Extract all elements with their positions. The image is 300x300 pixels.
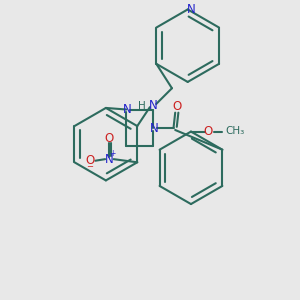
Text: N: N xyxy=(104,153,113,166)
Text: H: H xyxy=(138,100,146,111)
Text: N: N xyxy=(187,3,195,16)
Text: O: O xyxy=(104,131,113,145)
Text: N: N xyxy=(148,99,158,112)
Text: −: − xyxy=(86,163,94,172)
Text: O: O xyxy=(172,100,182,113)
Text: CH₃: CH₃ xyxy=(225,126,244,136)
Text: N: N xyxy=(149,122,158,135)
Text: O: O xyxy=(85,154,94,167)
Text: +: + xyxy=(110,149,116,158)
Text: N: N xyxy=(123,103,131,116)
Text: O: O xyxy=(204,125,213,138)
